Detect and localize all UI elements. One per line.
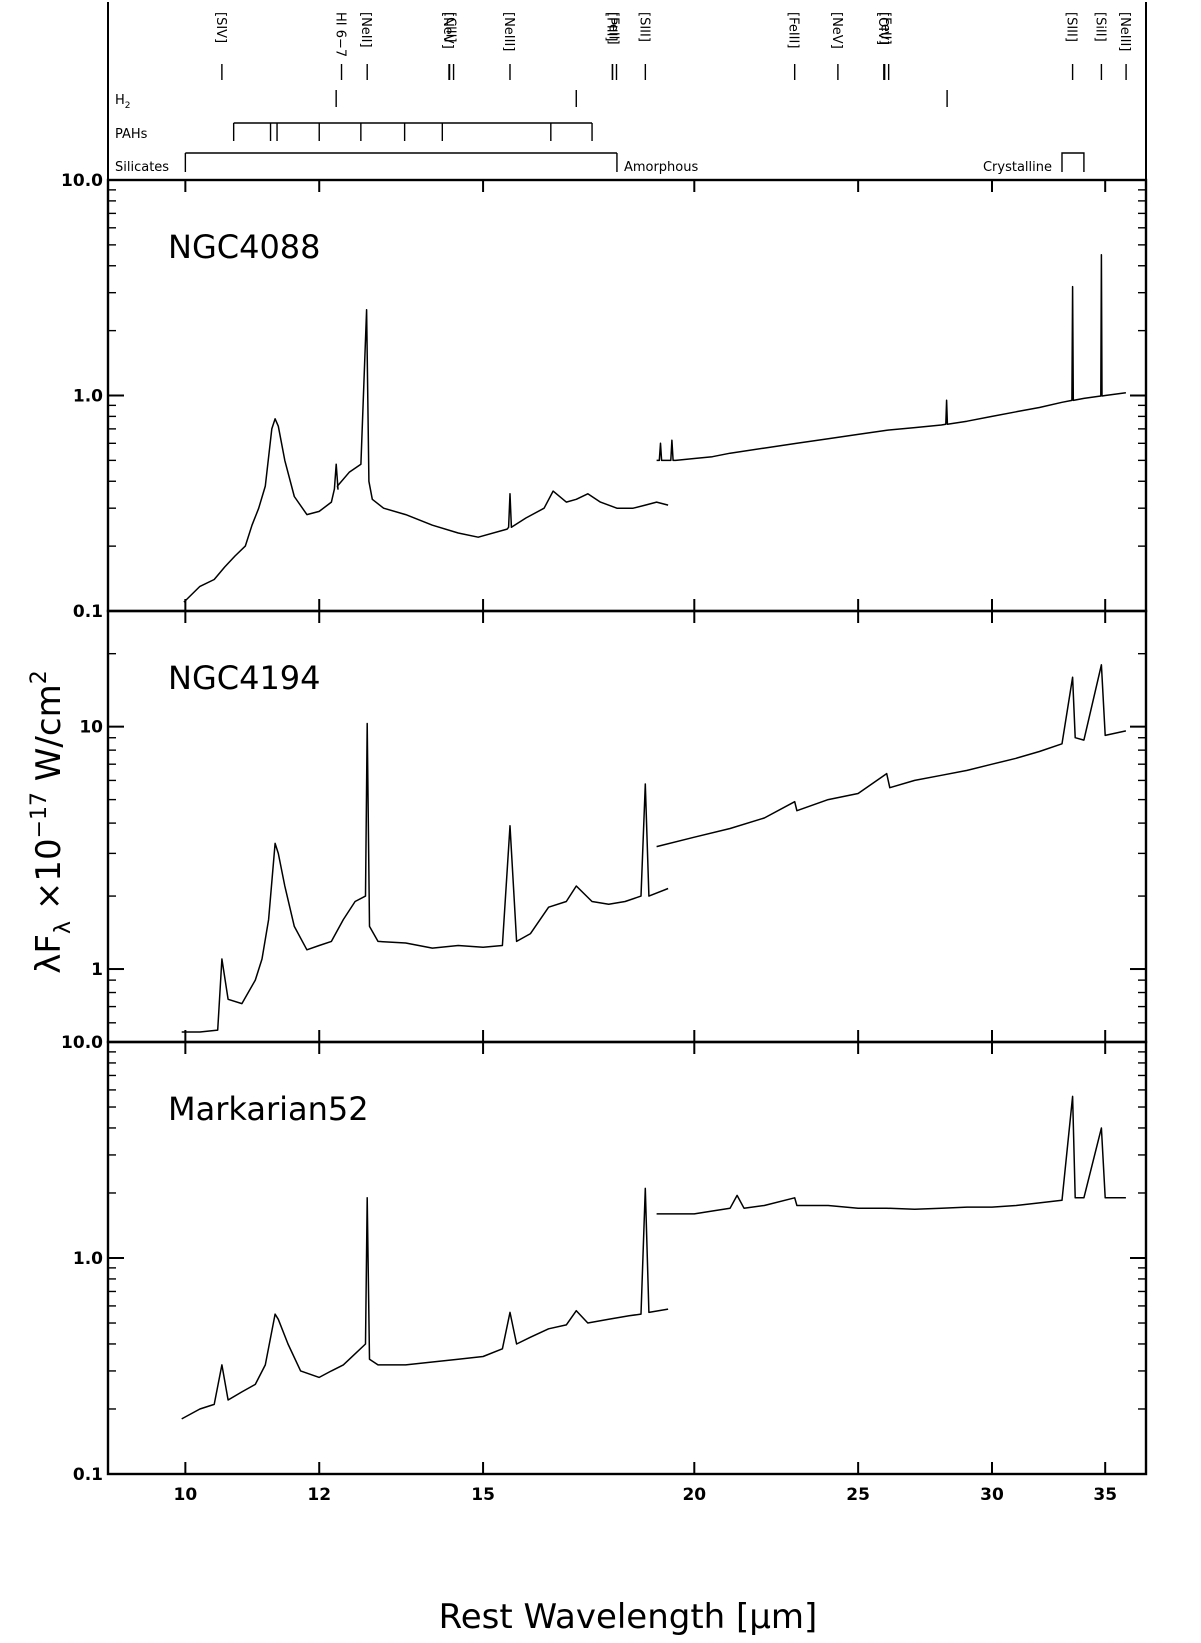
emission-line-label: [NeV] — [829, 12, 844, 49]
spectrum-line — [656, 664, 1127, 848]
y-tick-label: 0.1 — [73, 1465, 103, 1485]
emission-line-label: [OIV] — [875, 12, 890, 45]
x-axis: 10 12 15 20 25 30 35 — [174, 1485, 1118, 1505]
y-axis-label-rest: ×10 — [29, 838, 69, 921]
y-tick-label: 10 — [79, 718, 103, 738]
line-identification-header: [SIV] HI 6−7 [NeII] [ClII][NeV] [NeIII] [FeII… — [107, 2, 1147, 180]
emission-line-marker: [NeIII] — [1117, 12, 1132, 80]
emission-line-marker: [SiII] — [1092, 12, 1107, 80]
panel-title: NGC4088 — [168, 228, 321, 266]
emission-line-label: [SIII] — [636, 12, 651, 42]
crystalline-label: Crystalline — [983, 160, 1052, 175]
emission-line-marker: [NeIII] — [501, 12, 516, 80]
x-tick-label: 20 — [682, 1485, 706, 1505]
spectrum-line — [656, 253, 1127, 462]
x-tick-label: 30 — [980, 1485, 1004, 1505]
emission-line-marker: [NeV] — [440, 12, 455, 80]
emission-line-label: [SiII] — [1092, 12, 1107, 42]
silicates-label: Silicates — [115, 160, 169, 175]
emission-line-marker: [OIV] — [875, 12, 890, 80]
spectrum-panel: 10.0 1.0 0.1 NGC4088 — [61, 171, 1148, 622]
emission-line-marker: [SIV] — [213, 12, 228, 80]
panel-title: NGC4194 — [168, 659, 321, 697]
y-tick-label: 1.0 — [73, 387, 103, 407]
spectrum-panel: 10 1 NGC4194 — [79, 609, 1148, 1044]
spectra-panels: 10.0 1.0 0.1 NGC4088 10 1 NGC4194 10.0 1.0 0.1 Mar… — [61, 171, 1148, 1485]
crystalline-bracket — [1061, 152, 1085, 172]
x-tick-label: 35 — [1093, 1485, 1117, 1505]
emission-line-marker: [PIII] — [603, 12, 618, 80]
emission-line-label: HI 6−7 — [333, 12, 348, 57]
y-tick-label: 10.0 — [61, 171, 103, 191]
emission-line-marker: HI 6−7 — [333, 12, 348, 80]
x-tick-label: 25 — [846, 1485, 870, 1505]
x-tick-label: 10 — [174, 1485, 198, 1505]
y-axis-label-units-exp: 2 — [27, 670, 52, 684]
emission-line-label: [SIV] — [213, 12, 228, 43]
emission-line-label: [FeII] — [605, 12, 620, 45]
emission-line-label: [PIII] — [603, 12, 618, 42]
emission-line-label: [FeII] — [878, 12, 893, 45]
spectrum-line — [656, 1095, 1126, 1215]
emission-line-marker: [FeII] — [878, 12, 893, 80]
x-axis-label: Rest Wavelength [μm] — [439, 1597, 818, 1637]
h2-label-main: H — [115, 93, 125, 108]
spectrum-line — [181, 1187, 669, 1420]
y-axis-label-units: W/cm — [29, 684, 69, 792]
emission-line-marker: [NeV] — [829, 12, 844, 80]
y-axis-label: λFλ ×10−17 W/cm2 — [27, 670, 76, 973]
svg-text:λFλ ×10−17 W/cm2: λFλ ×10−17 W/cm2 — [27, 670, 76, 973]
emission-line-label: [SIII] — [1064, 12, 1079, 42]
y-tick-label: 1 — [91, 960, 103, 980]
y-axis-label-sub: λ — [51, 921, 76, 934]
y-tick-label: 1.0 — [73, 1249, 103, 1269]
y-axis-label-exp: −17 — [27, 792, 52, 838]
x-tick-label: 15 — [471, 1485, 495, 1505]
emission-line-label: [NeV] — [440, 12, 455, 49]
pah-label: PAHs — [115, 127, 148, 142]
emission-line-label: [NeIII] — [1117, 12, 1132, 51]
emission-line-marker: [NeII] — [358, 12, 373, 80]
spectrum-line — [181, 722, 669, 1033]
emission-line-marker: [SIII] — [1064, 12, 1079, 80]
h2-label: H2 — [115, 93, 131, 111]
y-tick-label: 0.1 — [73, 602, 103, 622]
emission-line-marker: [SIII] — [636, 12, 651, 80]
y-axis-label-main: λF — [29, 934, 69, 974]
emission-line-label: [NeII] — [358, 12, 373, 48]
spectrum-panel: 10.0 1.0 0.1 Markarian52 — [61, 1033, 1148, 1485]
emission-line-label: [ClII] — [443, 12, 458, 43]
amorphous-label: Amorphous — [624, 160, 699, 175]
emission-line-marker: [FeIII] — [786, 12, 801, 80]
emission-line-label: [NeIII] — [501, 12, 516, 51]
x-tick-label: 12 — [307, 1485, 331, 1505]
h2-label-sub: 2 — [125, 101, 131, 111]
y-tick-label: 10.0 — [61, 1033, 103, 1053]
panel-title: Markarian52 — [168, 1090, 369, 1128]
spectrum-line — [183, 308, 669, 603]
emission-line-label: [FeIII] — [786, 12, 801, 48]
